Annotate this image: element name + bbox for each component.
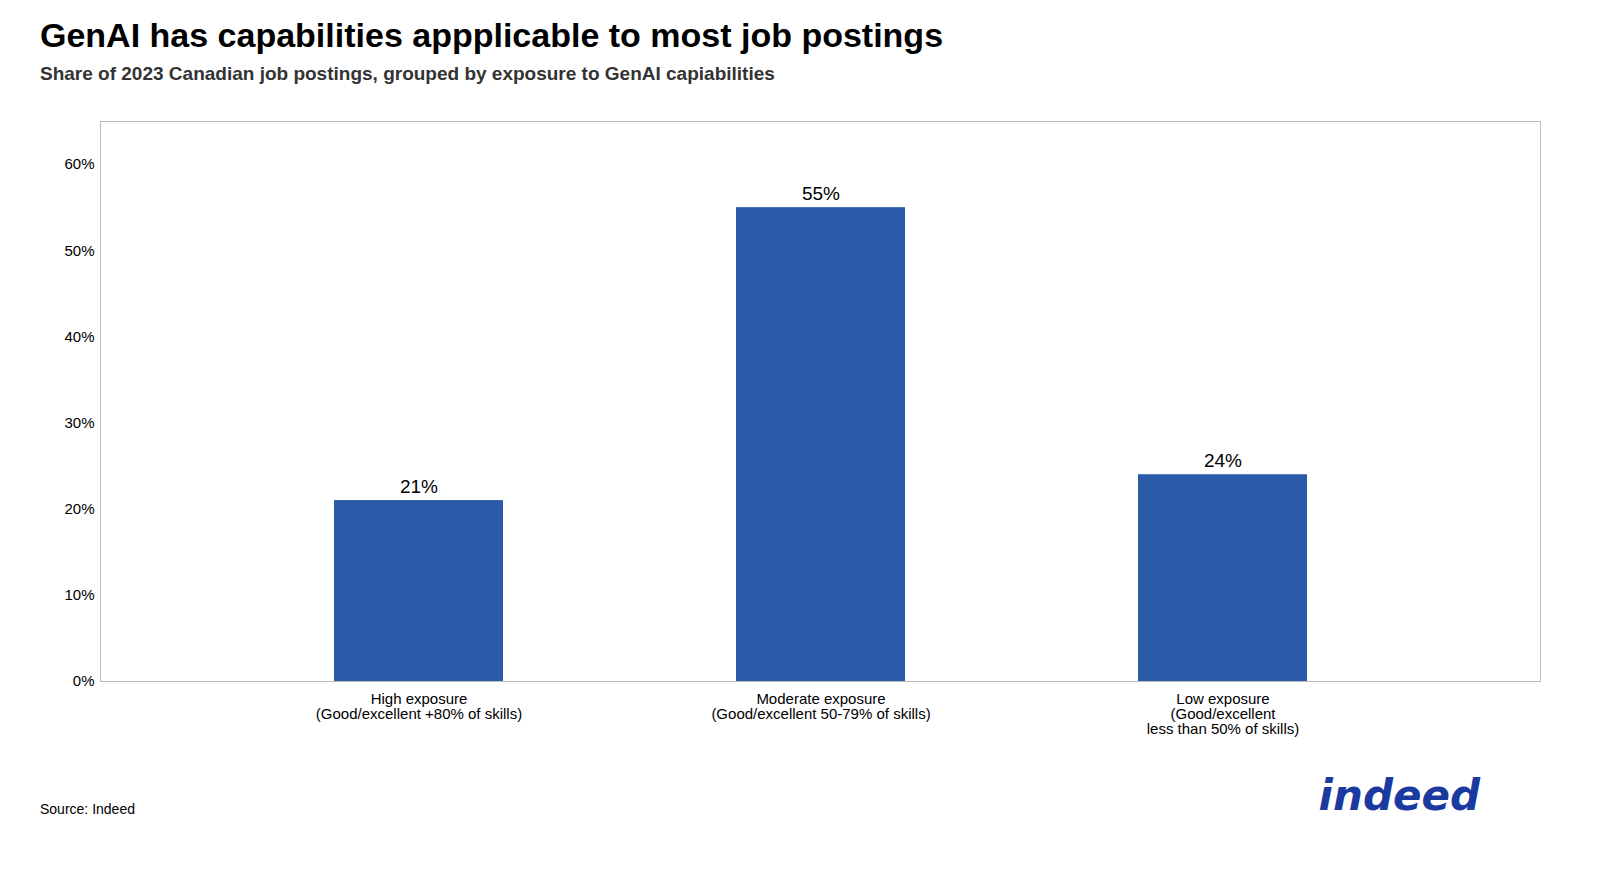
- svg-text:Low exposure(Good/excellentles: Low exposure(Good/excellentless than 50%…: [1147, 690, 1300, 737]
- svg-text:24%: 24%: [1204, 450, 1242, 471]
- html-text:indeed: indeed: [1318, 771, 1480, 820]
- svg-text:0%: 0%: [73, 672, 95, 689]
- svg-text:Moderate exposure(Good/excelle: Moderate exposure(Good/excellent 50-79% …: [711, 690, 930, 722]
- svg-text:55%: 55%: [802, 183, 840, 204]
- svg-text:21%: 21%: [400, 476, 438, 497]
- svg-text:10%: 10%: [64, 586, 94, 603]
- html-text:GenAI has capabilities appplic: GenAI has capabilities appplicable to mo…: [40, 16, 943, 54]
- html-text:Source: Indeed: Source: Indeed: [40, 801, 135, 817]
- html-text:Share of 2023 Canadian job pos: Share of 2023 Canadian job postings, gro…: [40, 63, 775, 84]
- svg-text:60%: 60%: [64, 155, 94, 172]
- svg-text:High exposure(Good/excellent +: High exposure(Good/excellent +80% of ski…: [316, 690, 522, 722]
- svg-text:30%: 30%: [64, 414, 94, 431]
- svg-text:50%: 50%: [64, 242, 94, 259]
- svg-text:40%: 40%: [64, 328, 94, 345]
- svg-text:20%: 20%: [64, 500, 94, 517]
